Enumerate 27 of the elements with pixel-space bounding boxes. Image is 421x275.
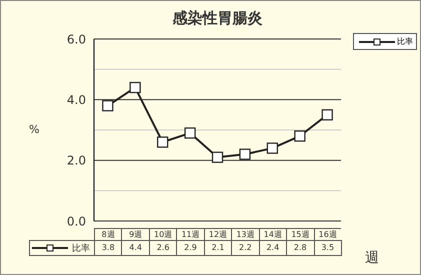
y-tick-label: 0.0 <box>66 214 86 228</box>
y-tick-label: 6.0 <box>66 32 86 46</box>
legend-label: 比率 <box>396 36 413 47</box>
x-tick-label: 15週 <box>286 228 314 240</box>
x-tick-label: 8週 <box>94 228 122 240</box>
x-tick-label: 14週 <box>258 228 286 240</box>
x-tick-label: 16週 <box>314 228 341 240</box>
x-tick-label: 10週 <box>148 228 176 240</box>
x-tick-label: 12週 <box>204 228 232 240</box>
y-tick-label: 2.0 <box>66 154 86 168</box>
data-label: 2.1 <box>204 241 232 255</box>
data-label: 2.2 <box>231 241 259 255</box>
y-tick-label: 4.0 <box>66 92 86 107</box>
data-label: 2.4 <box>258 241 286 255</box>
x-axis-title: 週 <box>365 249 379 267</box>
y-axis-title: % <box>29 123 40 136</box>
data-label: 3.5 <box>314 241 341 255</box>
data-label: 3.8 <box>94 241 122 255</box>
x-tick-label: 13週 <box>231 228 259 240</box>
data-label: 2.6 <box>148 241 176 255</box>
x-tick-label: 11週 <box>176 228 204 240</box>
data-label: 4.4 <box>121 241 149 255</box>
x-tick-label: 9週 <box>121 228 149 240</box>
text: 比率 <box>72 244 90 254</box>
data-label: 2.8 <box>286 241 314 255</box>
chart-title: 感染性胃腸炎 <box>172 9 264 28</box>
data-label: 2.9 <box>176 241 204 255</box>
